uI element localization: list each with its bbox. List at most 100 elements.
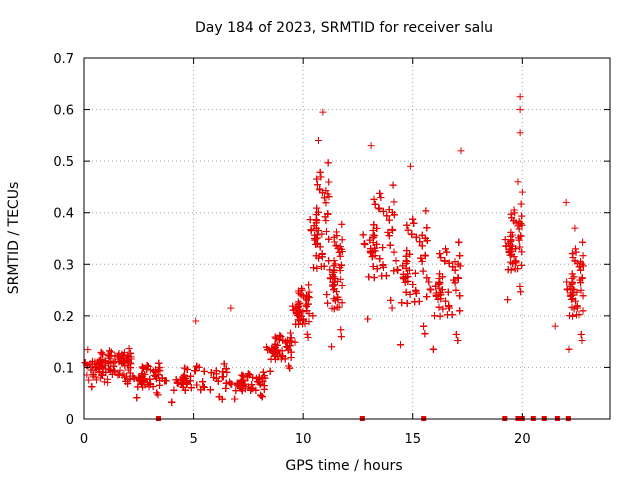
data-point <box>192 317 200 325</box>
data-point <box>403 221 411 229</box>
data-point <box>84 346 92 354</box>
data-point <box>420 322 428 330</box>
data-point <box>516 129 524 137</box>
data-point <box>200 367 208 375</box>
data-point <box>511 209 519 217</box>
data-point <box>133 394 141 402</box>
data-point <box>331 260 339 268</box>
data-point <box>504 296 512 304</box>
data-point <box>579 262 587 270</box>
y-tick-label: 0.6 <box>53 104 74 119</box>
data-point <box>435 280 443 288</box>
data-point <box>385 206 393 214</box>
data-point <box>336 267 344 275</box>
data-point <box>115 370 123 378</box>
data-point <box>338 247 346 255</box>
x-tick-label: 0 <box>80 432 88 447</box>
data-point <box>376 189 384 197</box>
data-point <box>231 395 239 403</box>
data-point <box>282 343 290 351</box>
data-point <box>418 257 426 265</box>
data-point <box>336 252 344 260</box>
data-point <box>125 376 133 384</box>
data-point <box>266 367 274 375</box>
data-point <box>369 231 377 239</box>
data-point <box>409 280 417 288</box>
data-point <box>426 285 434 293</box>
data-point <box>187 384 195 392</box>
data-point <box>102 368 110 376</box>
data-point <box>518 221 526 229</box>
data-point <box>110 362 118 370</box>
data-point <box>144 362 152 370</box>
data-point <box>244 370 252 378</box>
data-point <box>294 309 302 317</box>
data-point <box>569 291 577 299</box>
data-point <box>367 142 375 150</box>
data-point <box>305 288 313 296</box>
data-point <box>99 365 107 373</box>
data-point <box>199 378 207 386</box>
data-point <box>573 304 581 312</box>
data-point <box>89 371 97 379</box>
data-point <box>322 217 330 225</box>
data-point <box>578 337 586 345</box>
data-point <box>320 262 328 270</box>
data-point <box>249 373 257 381</box>
data-point <box>106 347 114 355</box>
data-point <box>421 234 429 242</box>
data-point <box>92 363 100 371</box>
data-point <box>441 245 449 253</box>
data-point <box>338 236 346 244</box>
data-point <box>292 320 300 328</box>
data-point <box>325 178 333 186</box>
data-point <box>369 263 377 271</box>
data-point <box>508 247 516 255</box>
data-point <box>329 286 337 294</box>
data-point <box>318 230 326 238</box>
data-point <box>310 264 318 272</box>
data-point <box>452 286 460 294</box>
data-point <box>312 241 320 249</box>
data-point <box>125 344 133 352</box>
data-point <box>218 373 226 381</box>
data-point <box>248 381 256 389</box>
data-point <box>328 343 336 351</box>
data-point <box>313 264 321 272</box>
data-point <box>575 263 583 271</box>
data-point <box>509 260 517 268</box>
data-point <box>326 266 334 274</box>
data-point <box>390 211 398 219</box>
data-point <box>334 244 342 252</box>
data-point <box>436 312 444 320</box>
data-point <box>258 393 266 401</box>
data-point <box>97 374 105 382</box>
data-point <box>271 333 279 341</box>
data-point <box>181 364 189 372</box>
data-point <box>579 252 587 260</box>
data-point <box>568 284 576 292</box>
data-point <box>438 286 446 294</box>
data-point <box>110 367 118 375</box>
data-point <box>370 221 378 229</box>
data-point <box>227 304 235 312</box>
data-point <box>379 207 387 215</box>
data-point <box>141 381 149 389</box>
data-point <box>93 376 101 384</box>
data-point <box>406 290 414 298</box>
data-point <box>390 248 398 256</box>
data-point <box>99 350 107 358</box>
data-point <box>115 349 123 357</box>
data-point <box>516 282 524 290</box>
data-point <box>397 341 405 349</box>
data-point <box>311 234 319 242</box>
data-point <box>517 232 525 240</box>
data-point <box>220 360 228 368</box>
data-point <box>422 207 430 215</box>
data-point <box>373 240 381 248</box>
data-point <box>116 353 124 361</box>
data-point <box>516 93 524 101</box>
data-point <box>106 366 114 374</box>
data-point <box>379 244 387 252</box>
